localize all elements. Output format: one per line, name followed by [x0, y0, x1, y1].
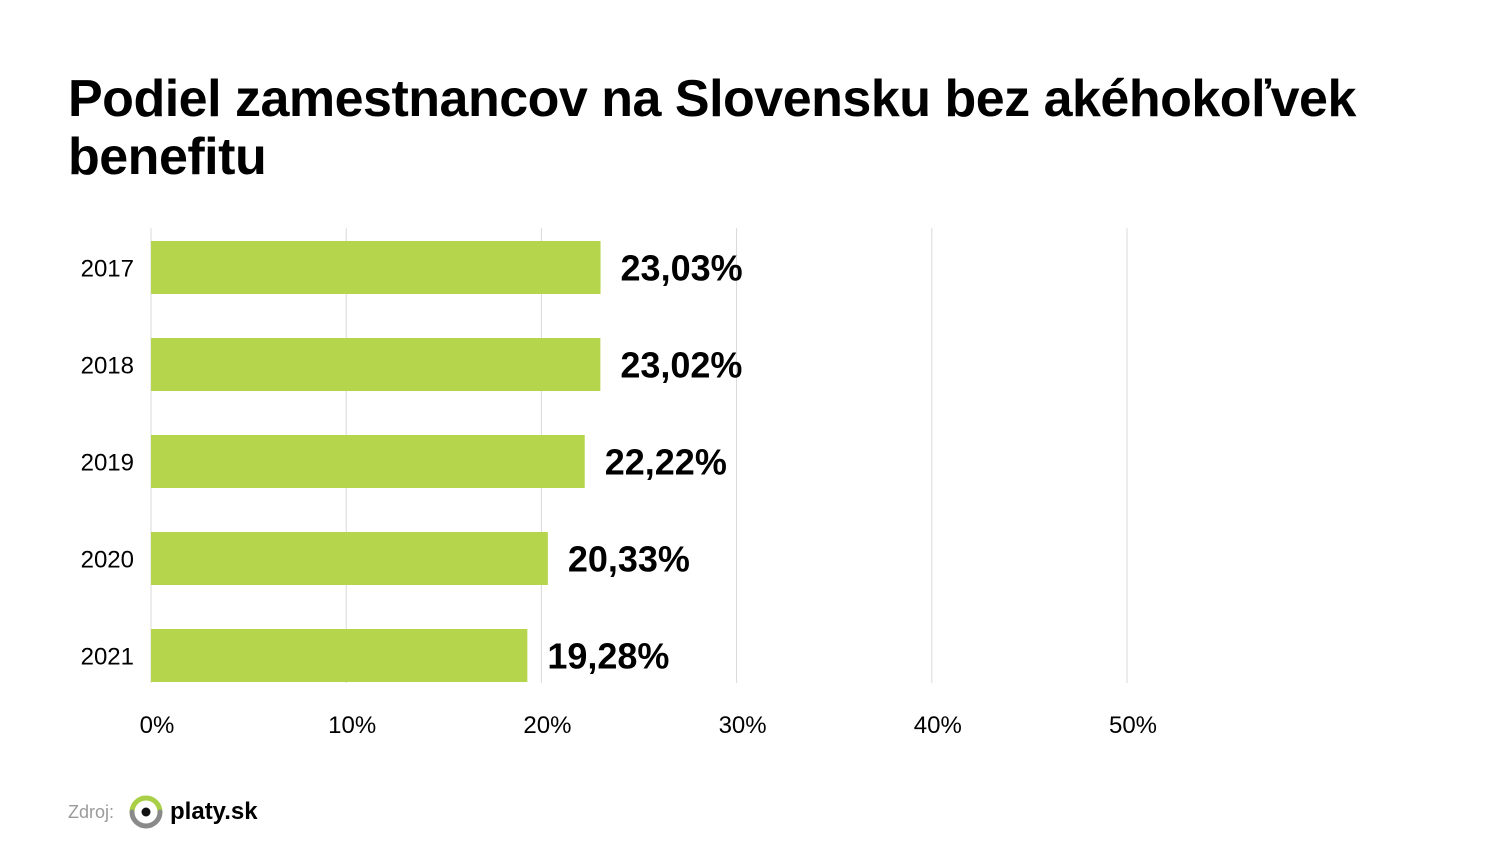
platy-sk-logo-icon [129, 795, 163, 829]
labels: 0% 10% 20% 30% 40% 50% 2017 23,03% 2018 23,02% 201… [81, 248, 1157, 740]
x-tick-label: 40% [914, 712, 962, 739]
logo-text: platy.sk [170, 798, 258, 825]
value-label: 20,33% [568, 539, 690, 580]
x-tick-label: 20% [523, 712, 571, 739]
bar-2018 [151, 338, 601, 391]
x-tick-label: 0% [140, 712, 175, 739]
value-label: 23,03% [621, 248, 743, 289]
source-label: Zdroj: [68, 801, 115, 822]
category-label: 2019 [81, 450, 134, 477]
category-label: 2020 [81, 547, 134, 574]
value-label: 22,22% [605, 442, 727, 483]
bar-chart: 0% 10% 20% 30% 40% 50% 2017 23,03% 2018 23,02% 201… [81, 228, 1157, 740]
value-label: 23,02% [620, 345, 742, 386]
chart-title: Podiel zamestnancov na Slovensku bez aké… [68, 70, 1356, 186]
x-tick-label: 30% [719, 712, 767, 739]
bars [151, 241, 601, 682]
value-label: 19,28% [547, 636, 669, 677]
bar-2020 [151, 532, 548, 585]
category-label: 2021 [81, 644, 134, 671]
x-tick-label: 10% [328, 712, 376, 739]
bar-2017 [151, 241, 601, 294]
category-label: 2017 [81, 256, 134, 283]
category-label: 2018 [81, 353, 134, 380]
bar-2019 [151, 435, 585, 488]
x-tick-label: 50% [1109, 712, 1157, 739]
source-credit: Zdroj: platy.sk [68, 790, 258, 834]
bar-2021 [151, 629, 528, 682]
